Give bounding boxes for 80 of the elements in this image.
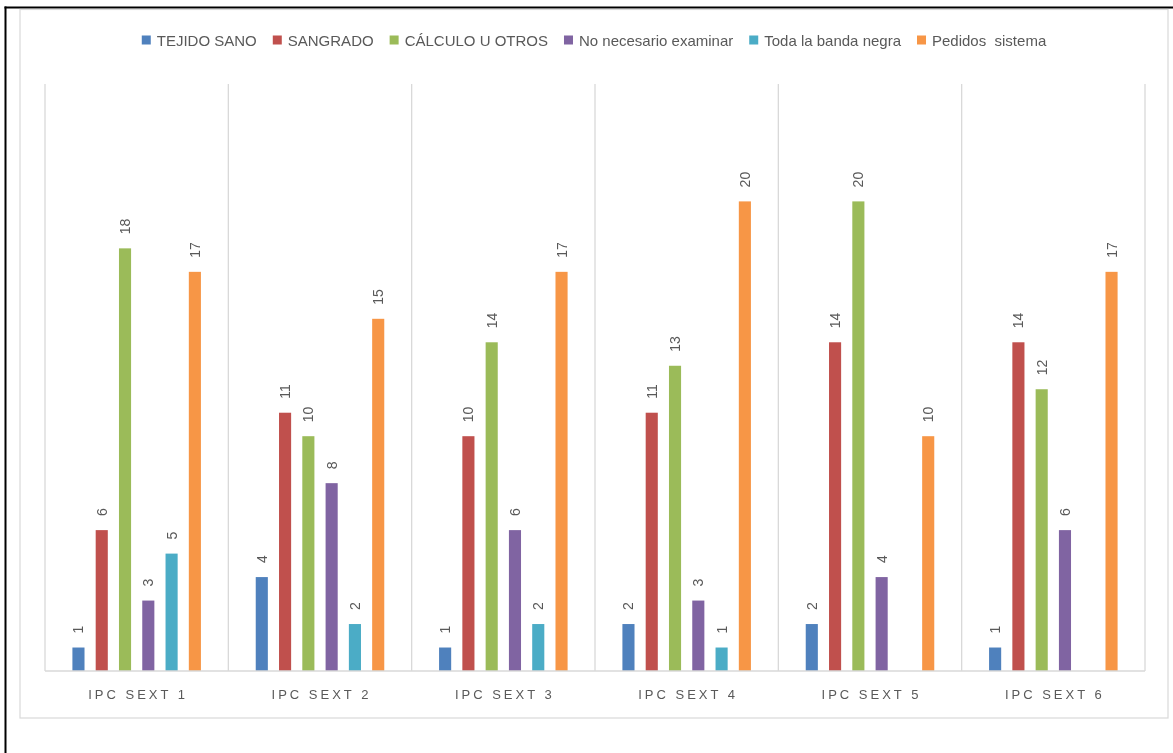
data-label: 6 bbox=[93, 508, 110, 517]
data-label: 4 bbox=[253, 555, 270, 564]
data-label: 6 bbox=[506, 508, 523, 517]
bar bbox=[738, 201, 751, 671]
legend-label: No necesario examinar bbox=[578, 31, 734, 49]
legend-label: Pedidos sistema bbox=[932, 31, 1047, 49]
bar bbox=[72, 647, 85, 671]
data-label: 12 bbox=[1033, 359, 1050, 376]
x-tick-label: IPC SEXT 1 bbox=[88, 686, 189, 702]
bar bbox=[1012, 342, 1025, 671]
data-label: 20 bbox=[736, 171, 753, 188]
bar bbox=[715, 647, 728, 671]
bar bbox=[989, 647, 1002, 671]
legend-label: Toda la banda negra bbox=[764, 31, 902, 49]
data-label: 14 bbox=[1010, 312, 1027, 329]
x-tick-label: IPC SEXT 3 bbox=[454, 686, 555, 702]
bar bbox=[532, 624, 545, 671]
bar bbox=[142, 600, 155, 671]
data-label: 11 bbox=[277, 383, 294, 399]
bar bbox=[1058, 530, 1072, 671]
bar bbox=[188, 271, 201, 671]
data-label: 1 bbox=[987, 625, 1004, 634]
bar bbox=[372, 318, 385, 671]
data-label: 10 bbox=[300, 406, 317, 423]
bar bbox=[922, 436, 935, 671]
bar bbox=[165, 553, 178, 671]
legend-label: TEJIDO SANO bbox=[156, 31, 257, 49]
bar bbox=[508, 530, 522, 671]
data-label: 14 bbox=[827, 312, 844, 329]
data-label: 5 bbox=[163, 531, 180, 540]
bar bbox=[485, 342, 498, 671]
bar bbox=[118, 248, 132, 671]
data-label: 6 bbox=[1056, 508, 1073, 517]
data-label: 1 bbox=[437, 625, 454, 634]
bar bbox=[1035, 389, 1048, 671]
x-tick-label: IPC SEXT 2 bbox=[271, 686, 372, 702]
data-label: 2 bbox=[346, 602, 363, 611]
data-label: 10 bbox=[920, 406, 937, 423]
x-tick-label: IPC SEXT 5 bbox=[821, 686, 922, 702]
bar bbox=[668, 365, 682, 671]
bar bbox=[325, 483, 338, 671]
bar bbox=[279, 412, 292, 671]
bar bbox=[1105, 271, 1118, 671]
data-label: 2 bbox=[803, 602, 820, 611]
data-label: 15 bbox=[370, 289, 387, 305]
bar bbox=[255, 577, 268, 671]
data-label: 17 bbox=[186, 242, 203, 258]
data-label: 1 bbox=[713, 625, 730, 634]
data-label: 4 bbox=[873, 555, 890, 564]
bar bbox=[852, 201, 865, 671]
legend-label: CÁLCULO U OTROS bbox=[404, 31, 548, 49]
data-label: 17 bbox=[553, 242, 570, 258]
data-label: 2 bbox=[530, 602, 547, 611]
bar bbox=[348, 624, 361, 671]
bar bbox=[555, 271, 568, 671]
data-label: 10 bbox=[460, 406, 477, 423]
x-tick-label: IPC SEXT 6 bbox=[1004, 686, 1105, 702]
data-label: 18 bbox=[117, 218, 134, 235]
bar bbox=[829, 342, 842, 671]
bar bbox=[645, 412, 658, 671]
bar bbox=[302, 436, 315, 671]
data-label: 14 bbox=[483, 312, 500, 329]
data-label: 13 bbox=[667, 335, 684, 352]
data-label: 3 bbox=[690, 578, 707, 587]
bar bbox=[875, 577, 888, 671]
bar bbox=[692, 600, 705, 671]
data-label: 3 bbox=[140, 578, 157, 587]
bar bbox=[439, 647, 452, 671]
bar bbox=[805, 624, 818, 671]
data-label: 20 bbox=[850, 171, 867, 188]
data-label: 8 bbox=[323, 461, 340, 470]
data-label: 1 bbox=[70, 625, 87, 634]
data-label: 11 bbox=[643, 383, 660, 399]
bar bbox=[95, 530, 108, 671]
legend-label: SANGRADO bbox=[287, 31, 374, 49]
x-tick-label: IPC SEXT 4 bbox=[638, 686, 739, 702]
bar bbox=[462, 436, 475, 671]
bar bbox=[622, 624, 635, 671]
data-label: 2 bbox=[620, 602, 637, 611]
data-label: 17 bbox=[1103, 242, 1120, 258]
